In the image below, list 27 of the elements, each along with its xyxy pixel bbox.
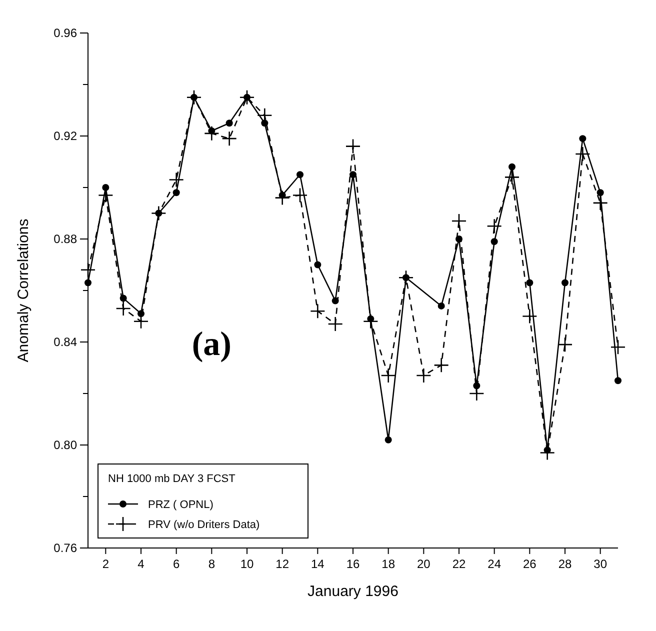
x-tick-label: 2 (102, 557, 110, 571)
annotation: (a) (192, 326, 232, 363)
x-tick-label: 6 (172, 557, 180, 571)
x-tick-label: 8 (208, 557, 216, 571)
legend-label: PRZ ( OPNL) (148, 499, 214, 511)
x-tick-label: 18 (382, 557, 396, 571)
y-tick-label: 0.84 (54, 335, 78, 349)
x-tick-label: 14 (310, 557, 325, 571)
legend-title: NH 1000 mb DAY 3 FCST (108, 473, 236, 485)
y-tick-label: 0.88 (54, 232, 78, 246)
x-tick-label: 20 (416, 557, 431, 571)
x-tick-label: 4 (138, 557, 145, 571)
x-axis-title: January 1996 (308, 583, 398, 600)
x-tick-label: 26 (522, 557, 537, 571)
x-tick-label: 28 (558, 557, 572, 571)
x-tick-label: 30 (594, 557, 608, 571)
x-tick-label: 22 (452, 557, 466, 571)
x-tick-label: 12 (276, 557, 290, 571)
y-tick-label: 0.80 (54, 438, 78, 452)
y-tick-label: 0.76 (54, 541, 78, 555)
y-axis-title: Anomaly Correlations (15, 218, 32, 362)
y-tick-label: 0.96 (54, 26, 78, 40)
legend-label: PRV (w/o Driters Data) (148, 519, 260, 531)
y-tick-label: 0.92 (54, 129, 78, 143)
x-tick-label: 24 (488, 557, 502, 571)
x-tick-label: 16 (346, 557, 360, 571)
x-tick-label: 10 (240, 557, 254, 571)
